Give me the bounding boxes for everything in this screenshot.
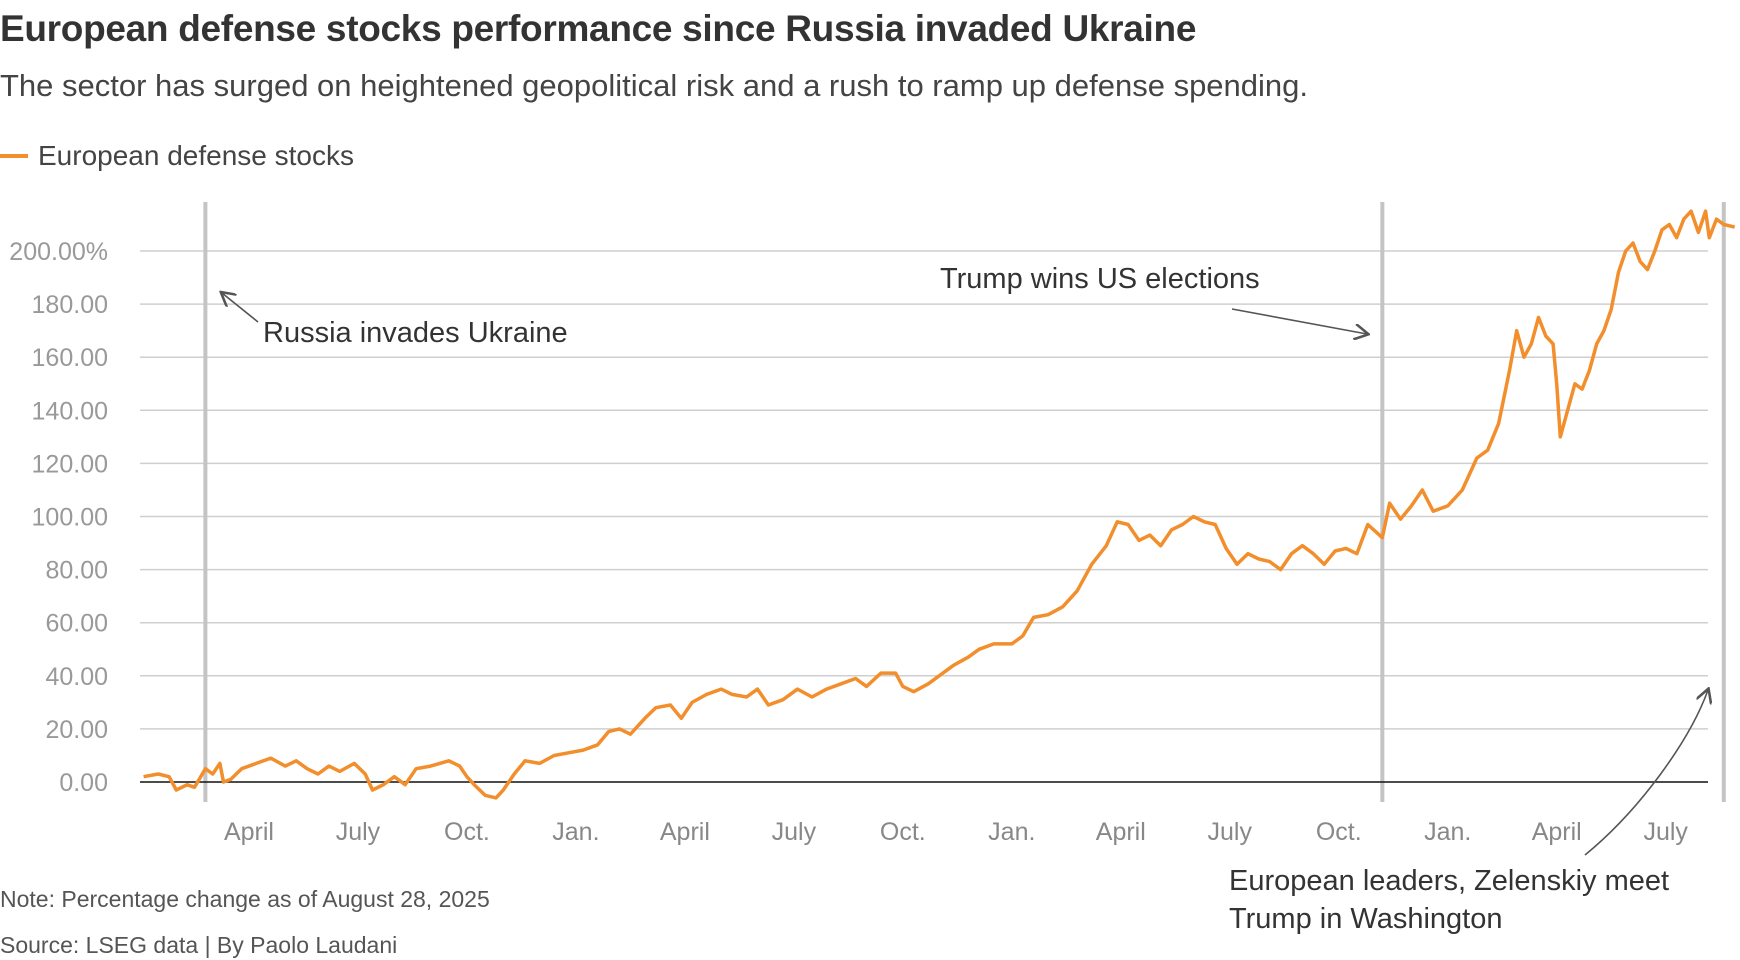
chart-source: Source: LSEG data | By Paolo Laudani [0, 932, 398, 958]
y-tick-label: 20.00 [45, 716, 108, 744]
y-tick-label: 140.00 [32, 397, 108, 425]
series-line [143, 209, 1736, 800]
legend-swatch [0, 154, 28, 158]
x-tick-label: Jan. [552, 818, 599, 846]
annotation-label: Trump wins US elections [940, 263, 1260, 295]
y-tick-label: 80.00 [45, 557, 108, 585]
y-tick-label: 120.00 [32, 450, 108, 478]
y-tick-label: 200.00% [9, 238, 108, 266]
y-tick-label: 40.00 [45, 663, 108, 691]
x-tick-label: April [660, 818, 710, 846]
x-tick-label: July [1208, 818, 1253, 846]
x-tick-label: April [224, 818, 274, 846]
legend: European defense stocks [0, 140, 354, 172]
chart-note: Note: Percentage change as of August 28,… [0, 886, 490, 912]
y-tick-label: 100.00 [32, 504, 108, 532]
y-tick-label: 180.00 [32, 291, 108, 319]
annotation-label: Russia invades Ukraine [263, 317, 568, 349]
x-tick-label: April [1532, 818, 1582, 846]
annotation-arrow [1584, 690, 1708, 856]
x-tick-label: Jan. [1424, 818, 1471, 846]
chart-subtitle: The sector has surged on heightened geop… [0, 68, 1309, 103]
y-tick-label: 0.00 [59, 769, 108, 797]
chart-title: European defense stocks performance sinc… [0, 8, 1197, 49]
x-tick-label: Jan. [988, 818, 1035, 846]
x-tick-label: July [772, 818, 817, 846]
x-tick-label: Oct. [880, 818, 926, 846]
legend-label: European defense stocks [38, 140, 354, 171]
annotation-label: European leaders, Zelenskiy meet [1229, 865, 1669, 897]
annotation-arrow [222, 293, 259, 323]
x-tick-label: April [1096, 818, 1146, 846]
x-tick-label: July [336, 818, 381, 846]
x-tick-label: July [1643, 818, 1688, 846]
annotation-label: Trump in Washington [1229, 903, 1502, 935]
x-tick-label: Oct. [444, 818, 490, 846]
y-tick-label: 160.00 [32, 344, 108, 372]
y-tick-label: 60.00 [45, 610, 108, 638]
annotation-arrow [1231, 308, 1367, 334]
x-tick-label: Oct. [1316, 818, 1362, 846]
